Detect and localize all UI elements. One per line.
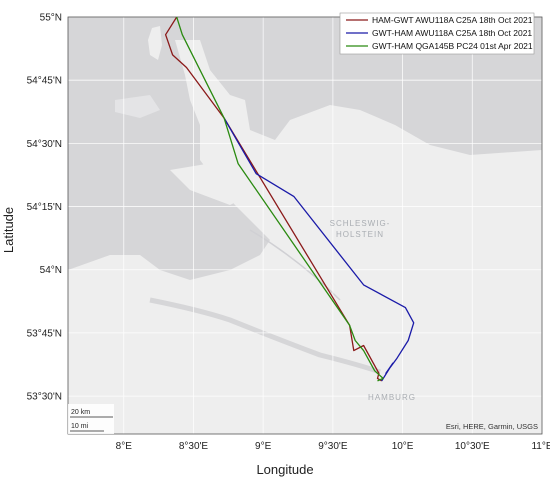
mainland-area (68, 40, 542, 434)
region-label-line1: SCHLESWIG- (330, 219, 391, 228)
flight-track-2 (223, 117, 415, 382)
flight-track-3 (176, 17, 384, 382)
island-area (148, 26, 162, 60)
peninsula-area (170, 160, 260, 205)
y-tick-label: 53°45'N (27, 328, 62, 339)
legend-label-2: GWT-HAM AWU118A C25A 18th Oct 2021 (372, 28, 532, 38)
river-elbe (149, 297, 381, 375)
y-tick-label: 54°30'N (27, 139, 62, 150)
flight-tracks (164, 17, 415, 382)
basemap (68, 17, 542, 434)
region-label-line2: HOLSTEIN (336, 230, 384, 239)
x-tick-label: 9°30'E (318, 441, 348, 452)
y-tick-label: 54°45'N (27, 76, 62, 87)
plot-frame (67, 16, 543, 435)
legend-box (339, 12, 535, 55)
coastal-island-area (115, 95, 160, 118)
y-tick-label: 54°N (40, 265, 62, 276)
x-tick-label: 10°E (392, 441, 414, 452)
legend-label-1: HAM-GWT AWU118A C25A 18th Oct 2021 (372, 15, 533, 25)
x-axis-label: Longitude (256, 462, 313, 477)
x-tick-label: 11°E (531, 441, 550, 452)
y-tick-label: 53°30'N (27, 392, 62, 403)
canal-line (249, 229, 341, 301)
x-tick-label: 8°E (116, 441, 133, 452)
scalebar-mi-label: 10 mi (71, 423, 89, 430)
map-attribution: Esri, HERE, Garmin, USGS (446, 422, 538, 431)
x-tick-label: 10°30'E (455, 441, 490, 452)
x-tick-label: 9°E (255, 441, 272, 452)
scalebar-box (68, 404, 114, 434)
y-tick-label: 54°15'N (27, 202, 62, 213)
gridlines (68, 17, 542, 434)
y-axis-ticks: 55°N 54°45'N 54°30'N 54°15'N 54°N 53°45'N 53°3… (27, 13, 62, 403)
legend-label-3: GWT-HAM QGA145B PC24 01st Apr 2021 (372, 41, 533, 51)
y-tick-label: 55°N (40, 13, 62, 24)
x-axis-ticks: 8°E 8°30'E 9°E 9°30'E 10°E 10°30'E 11°E (116, 441, 550, 452)
y-axis-label: Latitude (1, 207, 16, 253)
city-label: HAMBURG (368, 393, 416, 402)
x-tick-label: 8°30'E (179, 441, 209, 452)
scalebar: 20 km 10 mi (68, 404, 114, 434)
scalebar-km-label: 20 km (71, 409, 90, 416)
legend: HAM-GWT AWU118A C25A 18th Oct 2021 GWT-H… (339, 12, 535, 55)
